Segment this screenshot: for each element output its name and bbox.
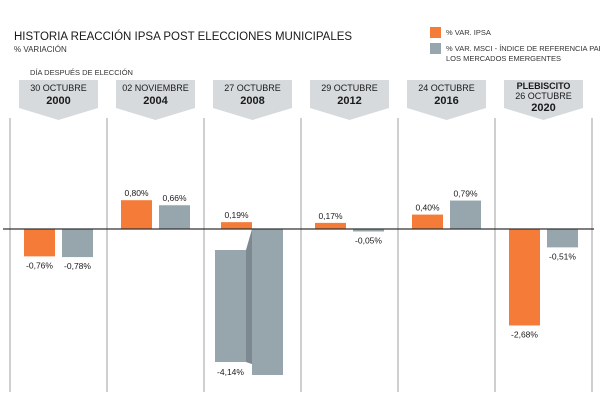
value-label-ipsa-5: -2,68% [511,329,538,339]
bar-msci-5 [547,229,578,248]
column-dividers [9,118,593,392]
value-label-msci-2: -4,14% [217,367,244,377]
legend-swatch-0 [430,27,441,38]
value-label-ipsa-4: 0,40% [415,203,440,213]
legend-swatch-1 [430,43,441,54]
value-labels: -0,76% -0,78% 0,80% 0,66% 0,19% -4,14% 0,17% -0… [26,188,576,377]
bar-msci-3 [353,229,384,232]
value-label-ipsa-2: 0,19% [224,210,249,220]
category-tab-year-5: 2020 [531,102,555,114]
bar-msci-0 [62,229,93,258]
category-tab-0 [19,80,98,120]
bars [24,200,578,375]
value-label-msci-0: -0,78% [64,261,91,271]
bar-msci-tail-2 [252,229,283,375]
chart-subtitle: % VARIACIÓN [14,45,67,54]
category-tab-year-4: 2016 [434,95,458,107]
legend-label-1-0: % VAR. MSCI - ÍNDICE DE REFERENCIA PARA [446,44,600,53]
chart-caption: DÍA DESPUÉS DE ELECCIÓN [30,68,133,77]
category-tab-1 [116,80,195,120]
bar-msci-4 [450,200,481,229]
chart-title: HISTORIA REACCIÓN IPSA POST ELECCIONES M… [14,30,352,43]
category-tab-prefix-5: PLEBISCITO [517,81,571,91]
category-tab-year-1: 2004 [143,95,168,107]
value-label-msci-3: -0,05% [355,236,382,246]
value-label-ipsa-1: 0,80% [124,188,149,198]
category-tab-4 [407,80,486,120]
category-tab-year-0: 2000 [46,95,70,107]
bar-ipsa-2 [221,222,252,229]
legend-label-1-1: LOS MERCADOS EMERGENTES [446,54,561,63]
category-tab-date-1: 02 NOVIEMBRE [122,83,189,93]
category-tab-year-3: 2012 [337,95,361,107]
category-tab-5 [504,80,583,120]
bar-msci-1 [159,205,190,229]
category-tab-date-4: 24 OCTUBRE [418,83,475,93]
value-label-ipsa-3: 0,17% [318,211,343,221]
value-label-msci-5: -0,51% [549,251,576,261]
category-tab-year-2: 2008 [240,95,264,107]
category-tab-date-2: 27 OCTUBRE [224,83,281,93]
category-tab-date-3: 29 OCTUBRE [321,83,378,93]
value-label-ipsa-0: -0,76% [26,260,53,270]
category-tab-date-5: 26 OCTUBRE [515,91,572,101]
legend: % VAR. IPSA % VAR. MSCI - ÍNDICE DE REFER… [430,27,600,63]
bar-ipsa-0 [24,229,55,257]
bar-ipsa-1 [121,200,152,229]
value-label-msci-1: 0,66% [162,193,187,203]
bar-ipsa-4 [412,214,443,229]
category-tab-2 [213,80,292,120]
bar-ipsa-3 [315,222,346,229]
value-label-msci-4: 0,79% [453,189,478,199]
bar-msci-2 [215,250,246,362]
category-tabs: 30 OCTUBRE 2000 02 NOVIEMBRE 2004 27 OCTUBRE… [19,80,583,120]
legend-label-0-0: % VAR. IPSA [446,28,491,37]
bar-ipsa-5 [509,229,540,326]
category-tab-3 [310,80,389,120]
category-tab-date-0: 30 OCTUBRE [30,83,87,93]
